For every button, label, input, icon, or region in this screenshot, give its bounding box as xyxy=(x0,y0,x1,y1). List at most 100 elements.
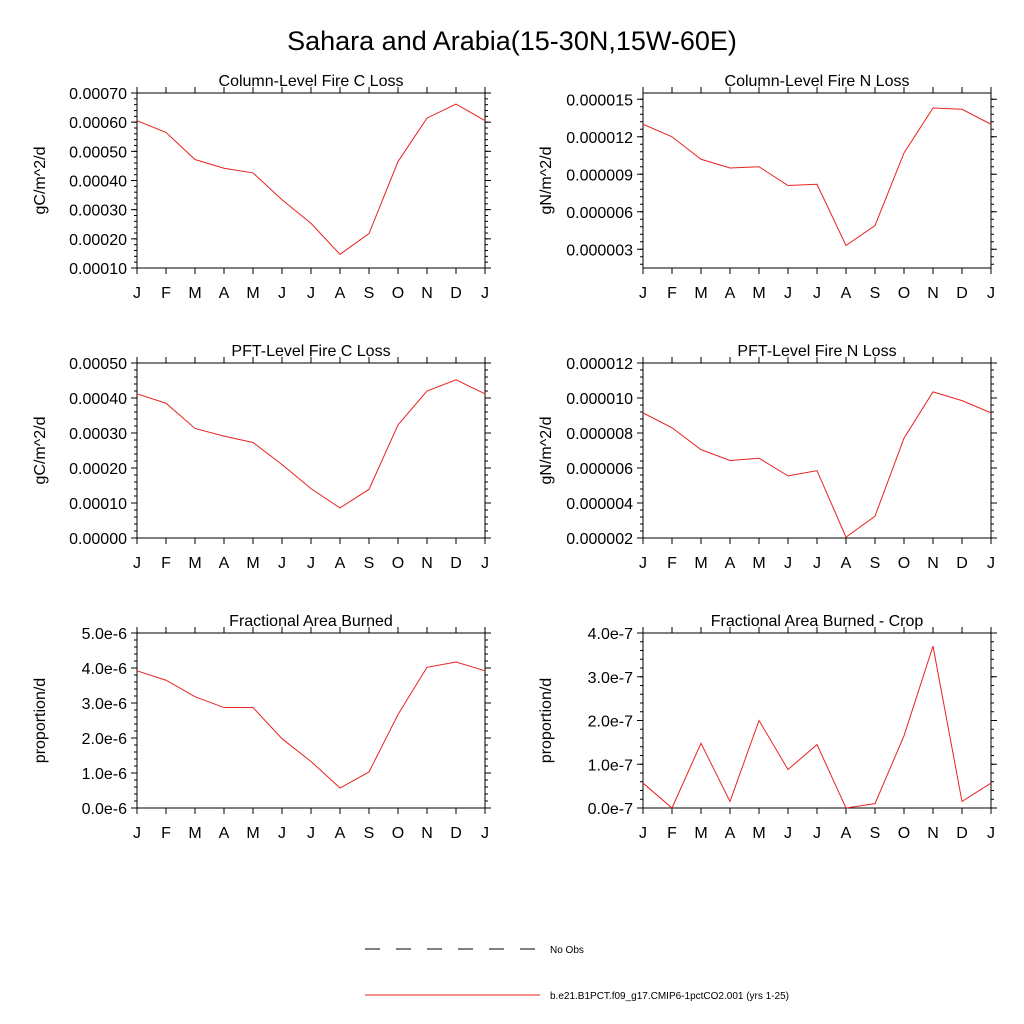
y-tick-label: 0.00020 xyxy=(69,232,127,249)
x-tick-label: J xyxy=(639,825,647,842)
x-tick-label: J xyxy=(307,555,315,572)
x-tick-label: A xyxy=(841,555,852,572)
x-tick-label: M xyxy=(188,825,201,842)
x-tick-label: S xyxy=(364,825,375,842)
x-tick-label: M xyxy=(752,825,765,842)
x-tick-label: A xyxy=(219,285,230,302)
x-tick-label: A xyxy=(841,285,852,302)
y-axis-label: proportion/d xyxy=(538,678,555,763)
x-tick-label: F xyxy=(161,825,171,842)
y-tick-label: 0.00050 xyxy=(69,144,127,161)
x-tick-label: S xyxy=(364,555,375,572)
x-tick-label: O xyxy=(898,555,910,572)
x-tick-label: J xyxy=(987,825,995,842)
y-tick-label: 2.0e-6 xyxy=(82,731,127,748)
x-tick-label: J xyxy=(133,555,141,572)
x-tick-label: F xyxy=(667,825,677,842)
y-tick-label: 0.000010 xyxy=(566,391,633,408)
series-line xyxy=(642,645,992,809)
y-axis-label: gN/m^2/d xyxy=(538,147,555,215)
x-tick-label: J xyxy=(481,825,489,842)
series-line xyxy=(136,379,486,509)
y-tick-label: 0.00040 xyxy=(69,174,127,191)
x-tick-label: N xyxy=(421,825,433,842)
x-tick-label: S xyxy=(870,825,881,842)
x-tick-label: M xyxy=(752,285,765,302)
x-tick-label: D xyxy=(956,555,968,572)
y-tick-label: 3.0e-7 xyxy=(588,670,633,687)
x-tick-label: J xyxy=(278,825,286,842)
x-tick-label: A xyxy=(335,555,346,572)
x-tick-label: S xyxy=(364,285,375,302)
x-tick-label: J xyxy=(784,555,792,572)
x-tick-label: M xyxy=(694,285,707,302)
y-tick-label: 4.0e-7 xyxy=(588,626,633,643)
x-tick-label: J xyxy=(481,555,489,572)
x-tick-label: N xyxy=(927,285,939,302)
x-tick-label: D xyxy=(450,285,462,302)
x-tick-label: A xyxy=(725,825,736,842)
x-tick-label: J xyxy=(987,285,995,302)
legend-label: b.e21.B1PCT.f09_g17.CMIP6-1pctCO2.001 (y… xyxy=(550,991,789,1002)
x-tick-label: O xyxy=(392,825,404,842)
y-tick-label: 0.00060 xyxy=(69,115,127,132)
y-tick-label: 0.000012 xyxy=(566,356,633,373)
x-tick-label: J xyxy=(784,825,792,842)
y-tick-label: 0.000008 xyxy=(566,426,633,443)
x-tick-label: J xyxy=(133,285,141,302)
x-tick-label: J xyxy=(307,825,315,842)
y-tick-label: 1.0e-6 xyxy=(82,766,127,783)
y-tick-label: 0.000006 xyxy=(566,461,633,478)
x-tick-label: J xyxy=(813,825,821,842)
y-axis-label: gN/m^2/d xyxy=(538,417,555,485)
x-tick-label: A xyxy=(219,555,230,572)
y-tick-label: 0.000002 xyxy=(566,531,633,548)
x-tick-label: F xyxy=(667,555,677,572)
panel-title: PFT-Level Fire N Loss xyxy=(737,343,896,360)
x-tick-label: M xyxy=(246,285,259,302)
x-tick-label: F xyxy=(161,285,171,302)
y-tick-label: 4.0e-6 xyxy=(82,661,127,678)
x-tick-label: J xyxy=(307,285,315,302)
y-tick-label: 0.000015 xyxy=(566,92,633,109)
plot-frame xyxy=(642,92,992,269)
y-tick-label: 2.0e-7 xyxy=(588,714,633,731)
x-tick-label: J xyxy=(987,555,995,572)
plot-frame xyxy=(642,362,992,539)
y-tick-label: 0.00070 xyxy=(69,86,127,103)
plot-frame xyxy=(136,92,486,269)
chart-panel: Fractional Area Burned - Crop proportion/… xyxy=(538,613,997,842)
y-tick-label: 5.0e-6 xyxy=(82,626,127,643)
x-tick-label: N xyxy=(927,825,939,842)
y-tick-label: 0.000004 xyxy=(566,496,633,513)
x-tick-label: D xyxy=(956,825,968,842)
x-tick-label: M xyxy=(246,555,259,572)
x-tick-label: N xyxy=(927,555,939,572)
y-axis-label: gC/m^2/d xyxy=(32,147,49,215)
x-tick-label: D xyxy=(450,825,462,842)
panel-title: Column-Level Fire N Loss xyxy=(725,73,910,90)
x-tick-label: D xyxy=(956,285,968,302)
x-tick-label: M xyxy=(246,825,259,842)
y-tick-label: 0.0e-6 xyxy=(82,801,127,818)
y-tick-label: 0.000003 xyxy=(566,242,633,259)
y-tick-label: 3.0e-6 xyxy=(82,696,127,713)
legend: No Obs b.e21.B1PCT.f09_g17.CMIP6-1pctCO2.… xyxy=(365,945,789,1002)
y-tick-label: 0.00050 xyxy=(69,356,127,373)
x-tick-label: A xyxy=(725,285,736,302)
y-tick-label: 0.00030 xyxy=(69,203,127,220)
x-tick-label: O xyxy=(392,285,404,302)
series-line xyxy=(136,103,486,255)
x-tick-label: F xyxy=(161,555,171,572)
x-tick-label: J xyxy=(639,555,647,572)
panel-title: Column-Level Fire C Loss xyxy=(219,73,404,90)
x-tick-label: M xyxy=(694,825,707,842)
y-tick-label: 0.00040 xyxy=(69,391,127,408)
y-tick-label: 0.00000 xyxy=(69,531,127,548)
x-tick-label: A xyxy=(841,825,852,842)
x-tick-label: J xyxy=(639,285,647,302)
y-axis-label: gC/m^2/d xyxy=(32,417,49,485)
x-tick-label: J xyxy=(784,285,792,302)
